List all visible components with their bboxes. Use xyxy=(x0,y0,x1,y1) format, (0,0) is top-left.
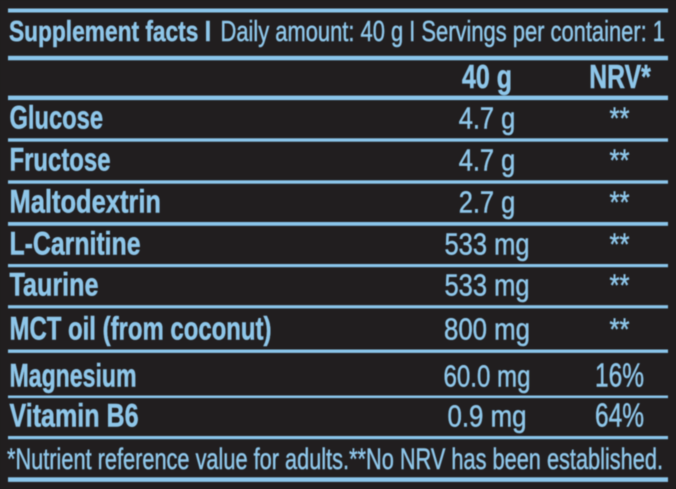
svg-text:60.0 mg: 60.0 mg xyxy=(444,359,531,394)
svg-text:Daily amount: 40 g I Servings: Daily amount: 40 g I Servings per contai… xyxy=(221,16,666,48)
svg-text:**: ** xyxy=(610,312,630,347)
svg-text:MCT oil (from coconut): MCT oil (from coconut) xyxy=(10,311,272,347)
svg-text:**: ** xyxy=(610,143,630,178)
svg-text:**: ** xyxy=(610,101,630,136)
svg-text:533 mg: 533 mg xyxy=(445,227,530,262)
svg-text:4.7 g: 4.7 g xyxy=(459,143,516,178)
svg-text:2.7 g: 2.7 g xyxy=(459,185,516,220)
svg-text:Glucose: Glucose xyxy=(10,100,104,136)
svg-text:16%: 16% xyxy=(595,357,644,394)
svg-text:Magnesium: Magnesium xyxy=(10,358,137,394)
svg-text:*Nutrient reference value for: *Nutrient reference value for adults.**N… xyxy=(7,443,663,476)
svg-text:Taurine: Taurine xyxy=(10,267,99,303)
svg-text:Fructose: Fructose xyxy=(10,142,111,178)
svg-text:64%: 64% xyxy=(595,397,644,434)
svg-text:**: ** xyxy=(610,185,630,220)
svg-text:Maltodextrin: Maltodextrin xyxy=(10,184,162,220)
svg-text:40 g: 40 g xyxy=(462,58,512,95)
svg-text:**: ** xyxy=(610,227,630,262)
svg-text:**: ** xyxy=(610,268,630,303)
svg-text:800 mg: 800 mg xyxy=(444,312,530,347)
svg-text:Vitamin B6: Vitamin B6 xyxy=(10,398,139,434)
svg-text:0.9 mg: 0.9 mg xyxy=(448,399,527,434)
svg-text:4.7 g: 4.7 g xyxy=(459,101,516,136)
svg-text:Supplement facts I: Supplement facts I xyxy=(9,16,211,48)
svg-text:NRV*: NRV* xyxy=(589,58,651,95)
svg-text:L-Carnitine: L-Carnitine xyxy=(10,226,141,262)
svg-text:533 mg: 533 mg xyxy=(445,268,530,303)
